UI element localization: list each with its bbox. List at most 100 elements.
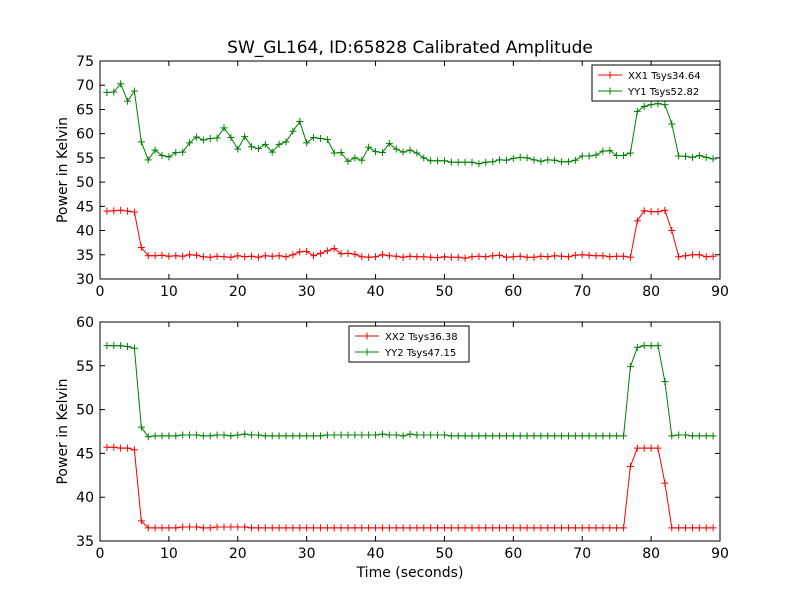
data-point: [344, 524, 352, 532]
data-point: [275, 432, 283, 440]
data-point: [606, 524, 614, 532]
data-point: [571, 156, 579, 164]
legend-swatch: [598, 71, 622, 79]
data-point: [296, 248, 304, 256]
data-point: [440, 157, 448, 165]
data-point: [440, 431, 448, 439]
data-point: [613, 432, 621, 440]
legend-box: [348, 325, 470, 363]
data-point: [434, 524, 442, 532]
data-point: [268, 432, 276, 440]
data-point: [578, 432, 586, 440]
data-point: [489, 158, 497, 166]
data-point: [296, 524, 304, 532]
data-point: [110, 88, 118, 96]
data-point: [496, 524, 504, 532]
data-point: [661, 479, 669, 487]
data-point: [186, 523, 194, 531]
data-point: [668, 120, 676, 128]
data-point: [523, 524, 531, 532]
data-point: [330, 431, 338, 439]
data-point: [165, 153, 173, 161]
data-point: [468, 253, 476, 261]
data-point: [117, 206, 125, 214]
y-tick-label: 40: [76, 490, 94, 506]
data-point: [220, 124, 228, 132]
data-point: [137, 517, 145, 525]
legend: XX1 Tsys34.64 YY1 Tsys52.82: [591, 64, 721, 102]
data-point: [351, 154, 359, 162]
data-point: [392, 524, 400, 532]
data-point: [117, 342, 125, 350]
data-point: [489, 432, 497, 440]
data-point: [399, 148, 407, 156]
data-point: [344, 157, 352, 165]
data-point: [151, 432, 159, 440]
data-point: [620, 151, 628, 159]
data-point: [310, 524, 318, 532]
data-point: [599, 524, 607, 532]
data-point: [213, 431, 221, 439]
data-point: [117, 444, 125, 452]
data-point: [316, 249, 324, 257]
data-point: [289, 251, 297, 259]
data-point: [179, 523, 187, 531]
data-point: [564, 253, 572, 261]
legend-label: YY2 Tsys47.15: [384, 348, 456, 359]
data-point: [578, 524, 586, 532]
data-point: [516, 524, 524, 532]
data-point: [454, 253, 462, 261]
data-point: [151, 252, 159, 260]
data-point: [688, 153, 696, 161]
data-point: [372, 524, 380, 532]
data-point: [585, 432, 593, 440]
data-point: [130, 446, 138, 454]
data-point: [420, 431, 428, 439]
data-point: [316, 524, 324, 532]
data-point: [337, 149, 345, 157]
data-point: [640, 207, 648, 215]
data-point: [702, 153, 710, 161]
data-point: [427, 431, 435, 439]
data-point: [275, 524, 283, 532]
data-point: [633, 107, 641, 115]
plot-frame: [99, 60, 721, 280]
y-tick-label: 30: [76, 272, 94, 288]
data-point: [199, 253, 207, 261]
data-point: [578, 251, 586, 259]
data-point: [661, 101, 669, 109]
data-point: [709, 524, 717, 532]
data-point: [392, 431, 400, 439]
data-point: [606, 147, 614, 155]
data-point: [186, 431, 194, 439]
data-point: [502, 524, 510, 532]
x-tick-label: 0: [96, 546, 105, 562]
data-point: [496, 156, 504, 164]
data-point: [640, 103, 648, 111]
data-point: [323, 524, 331, 532]
data-point: [682, 252, 690, 260]
data-point: [275, 252, 283, 260]
data-point: [303, 247, 311, 255]
data-point: [372, 253, 380, 261]
data-point: [709, 252, 717, 260]
legend-label: XX2 Tsys36.38: [385, 332, 458, 343]
data-point: [447, 158, 455, 166]
data-point: [206, 524, 214, 532]
data-point: [682, 524, 690, 532]
data-point: [192, 523, 200, 531]
data-point: [199, 136, 207, 144]
data-point: [378, 524, 386, 532]
legend: XX2 Tsys36.38 YY2 Tsys47.15: [348, 325, 470, 363]
data-point: [261, 140, 269, 148]
data-point: [316, 432, 324, 440]
data-point: [537, 432, 545, 440]
data-point: [585, 251, 593, 259]
data-point: [661, 206, 669, 214]
data-point: [117, 80, 125, 88]
data-point: [647, 208, 655, 216]
data-point: [626, 149, 634, 157]
data-point: [392, 145, 400, 153]
data-point: [248, 431, 256, 439]
